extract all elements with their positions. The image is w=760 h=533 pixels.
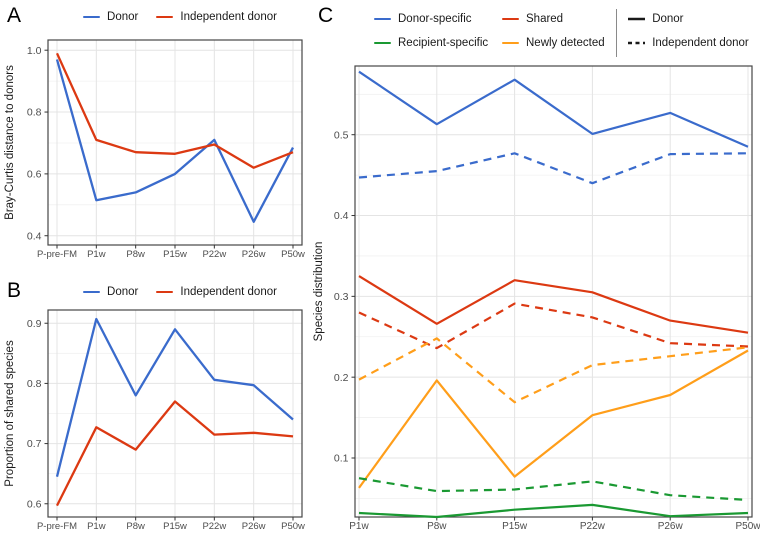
y-axis-title: Species distribution bbox=[313, 242, 325, 342]
legend-label: Recipient-specific bbox=[398, 37, 489, 49]
color-legend-column-2: Shared Newly detected bbox=[502, 7, 616, 55]
chart-b: 0.6 0.7 0.8 0.9 P-pre-FM P1w P8w P15w P22w P26w P5… bbox=[4, 309, 305, 532]
dashed-line-swatch bbox=[628, 41, 646, 45]
series-line-donor-specific-independent-donor bbox=[358, 152, 749, 185]
x-tick-label: P50w bbox=[281, 249, 305, 260]
x-tick-label: P50w bbox=[735, 521, 760, 532]
y-tick-label: 0.7 bbox=[27, 438, 42, 450]
x-tick-label: P15w bbox=[502, 521, 528, 532]
series-line-donor bbox=[55, 317, 294, 477]
shared-swatch bbox=[502, 17, 519, 21]
legend-item-donor-specific: Donor-specific bbox=[374, 7, 502, 31]
legend-divider bbox=[616, 9, 618, 57]
series-line-newly-detected-donor bbox=[358, 349, 749, 489]
donor-specific-swatch bbox=[374, 17, 391, 21]
panel-a-legend: Donor Independent donor bbox=[55, 6, 305, 28]
y-tick-label: 0.9 bbox=[27, 318, 42, 330]
x-tick-label: P26w bbox=[242, 521, 266, 532]
independent-donor-line-swatch bbox=[156, 290, 174, 294]
newly-detected-swatch bbox=[502, 41, 519, 45]
series-line-newly-detected-independent-donor bbox=[358, 337, 749, 404]
linetype-legend-column: Donor Independent donor bbox=[617, 7, 749, 55]
chart-c: 0.1 0.2 0.3 0.4 0.5 P1w P8w P15w P22w P26w P50w Spe… bbox=[313, 65, 760, 532]
legend-item-independent-donor: Independent donor bbox=[156, 6, 277, 28]
series-line-donor bbox=[55, 59, 295, 223]
x-tick-label: P8w bbox=[427, 521, 447, 532]
panel-b-legend: Donor Independent donor bbox=[55, 281, 305, 303]
series-line-donor-specific-donor bbox=[358, 70, 749, 148]
y-axis-title: Bray-Curtis distance to donors bbox=[4, 65, 16, 220]
legend-label: Independent donor bbox=[652, 37, 749, 49]
series-line-recipient-specific-donor bbox=[358, 503, 749, 519]
y-tick-label: 0.2 bbox=[334, 372, 349, 384]
legend-item-linetype-independent-donor: Independent donor bbox=[628, 31, 749, 55]
y-tick-label: 0.4 bbox=[334, 210, 349, 222]
y-tick-label: 0.6 bbox=[27, 498, 42, 510]
legend-label: Independent donor bbox=[180, 11, 277, 23]
legend-label: Shared bbox=[526, 13, 564, 25]
legend-label: Independent donor bbox=[180, 286, 277, 298]
legend-item-independent-donor: Independent donor bbox=[156, 281, 277, 303]
series-line-shared-donor bbox=[358, 275, 749, 334]
panel-c-legend: Donor-specific Recipient-specific Shared… bbox=[374, 7, 749, 57]
legend-label: Donor bbox=[107, 286, 139, 298]
donor-line-swatch bbox=[83, 290, 101, 294]
y-tick-label: 0.4 bbox=[27, 230, 42, 242]
legend-item-shared: Shared bbox=[502, 7, 616, 31]
legend-item-donor: Donor bbox=[83, 6, 138, 28]
solid-line-swatch bbox=[628, 17, 646, 21]
x-tick-label: P-pre-FM bbox=[37, 249, 77, 260]
y-tick-label: 0.5 bbox=[334, 129, 349, 141]
x-tick-label: P26w bbox=[242, 249, 266, 260]
legend-item-newly-detected: Newly detected bbox=[502, 31, 616, 55]
x-tick-label: P8w bbox=[126, 521, 145, 532]
legend-label: Donor bbox=[107, 11, 139, 23]
legend-item-recipient-specific: Recipient-specific bbox=[374, 31, 502, 55]
legend-item-donor: Donor bbox=[83, 281, 138, 303]
x-tick-label: P1w bbox=[349, 521, 369, 532]
x-tick-label: P8w bbox=[126, 249, 145, 260]
independent-donor-line-swatch bbox=[156, 15, 174, 19]
panel-a-label: A bbox=[7, 4, 22, 27]
x-tick-label: P22w bbox=[202, 249, 226, 260]
x-tick-label: P15w bbox=[163, 249, 187, 260]
y-tick-label: 0.6 bbox=[27, 168, 42, 180]
x-tick-label: P15w bbox=[163, 521, 187, 532]
chart-a: 0.4 0.6 0.8 1.0 P-pre-FM P1w P8w P15w P22w P26w P5… bbox=[4, 39, 305, 260]
panel-c-label: C bbox=[318, 4, 334, 27]
series-line-independent-donor bbox=[55, 400, 294, 507]
x-tick-label: P22w bbox=[580, 521, 606, 532]
donor-line-swatch bbox=[83, 15, 101, 19]
legend-label: Donor bbox=[652, 13, 684, 25]
x-tick-label: P-pre-FM bbox=[37, 521, 77, 532]
y-tick-label: 0.8 bbox=[27, 378, 42, 390]
x-tick-label: P1w bbox=[87, 249, 106, 260]
x-tick-label: P26w bbox=[658, 521, 684, 532]
y-tick-label: 1.0 bbox=[27, 45, 42, 57]
panel-b-label: B bbox=[7, 279, 22, 302]
legend-label: Newly detected bbox=[526, 37, 605, 49]
x-tick-label: P50w bbox=[281, 521, 305, 532]
color-legend-column-1: Donor-specific Recipient-specific bbox=[374, 7, 502, 55]
legend-label: Donor-specific bbox=[398, 13, 472, 25]
y-tick-label: 0.3 bbox=[334, 291, 349, 303]
y-axis-title: Proportion of shared species bbox=[4, 340, 16, 487]
recipient-specific-swatch bbox=[374, 41, 391, 45]
series-line-shared-independent-donor bbox=[358, 302, 749, 350]
legend-item-linetype-donor: Donor bbox=[628, 7, 749, 31]
y-tick-label: 0.1 bbox=[334, 453, 349, 465]
y-tick-label: 0.8 bbox=[27, 107, 42, 119]
x-tick-label: P1w bbox=[87, 521, 106, 532]
series-line-recipient-specific-independent-donor bbox=[358, 477, 749, 502]
series-line-independent-donor bbox=[55, 52, 294, 169]
panel-border bbox=[354, 65, 753, 518]
x-tick-label: P22w bbox=[202, 521, 226, 532]
